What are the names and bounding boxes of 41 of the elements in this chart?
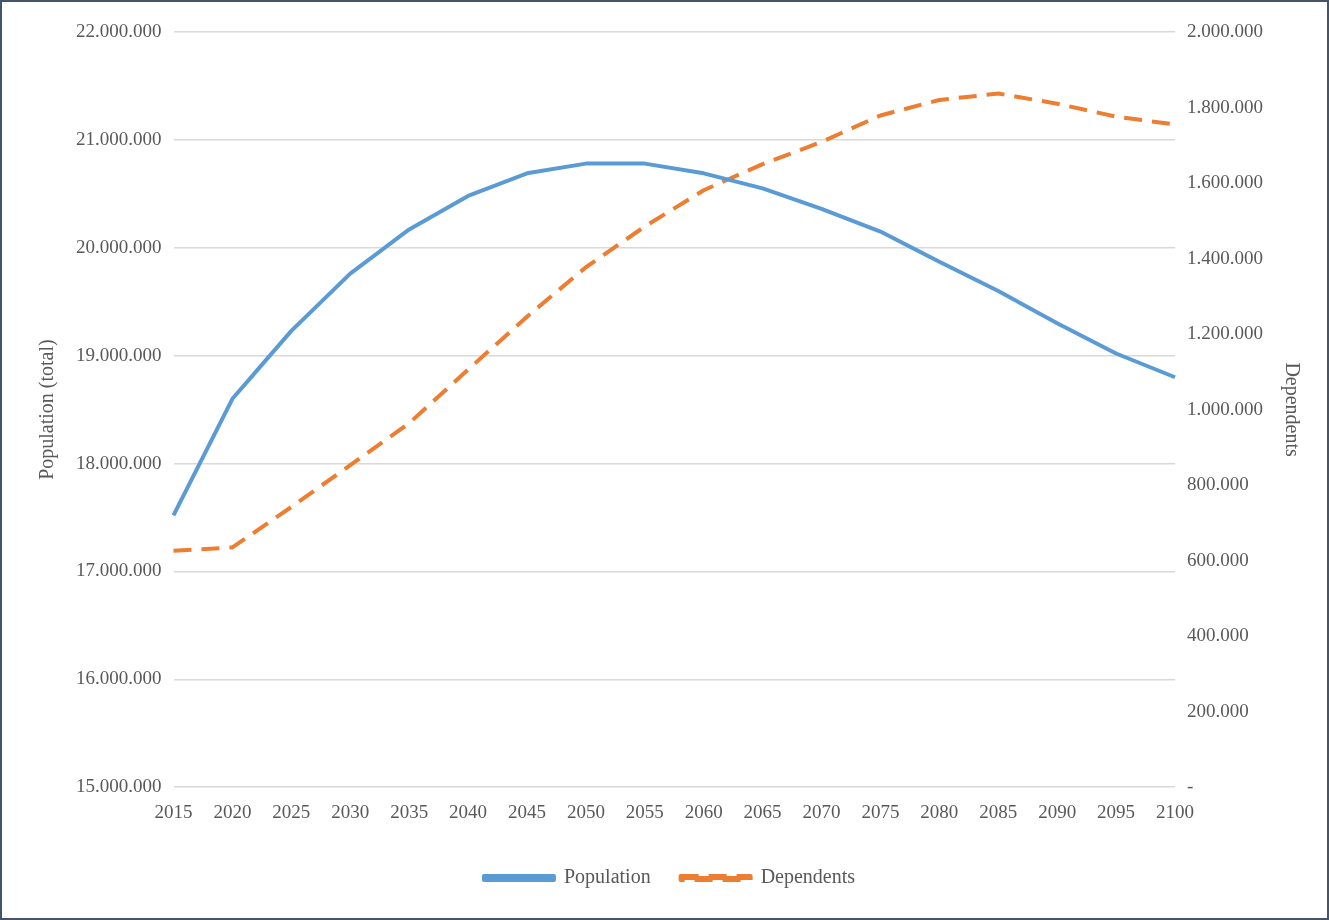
legend-label: Dependents bbox=[760, 865, 856, 889]
y2-tick-label: 400.000 bbox=[1187, 624, 1249, 646]
x-tick-label: 2025 bbox=[272, 800, 311, 822]
x-tick-label: 2055 bbox=[625, 800, 664, 822]
y2-tick-label: 600.000 bbox=[1187, 548, 1249, 570]
x-tick-label: 2015 bbox=[154, 800, 193, 822]
x-tick-label: 2075 bbox=[861, 800, 900, 822]
x-tick-label: 2020 bbox=[213, 800, 252, 822]
x-tick-label: 2045 bbox=[507, 800, 546, 822]
y2-tick-label: 1.200.000 bbox=[1187, 322, 1263, 344]
y-tick-label: 18.000.000 bbox=[76, 451, 162, 473]
x-tick-label: 2035 bbox=[390, 800, 429, 822]
y-tick-label: 16.000.000 bbox=[76, 667, 162, 689]
x-tick-label: 2030 bbox=[331, 800, 370, 822]
x-tick-label: 2040 bbox=[449, 800, 488, 822]
y-tick-label: 22.000.000 bbox=[76, 19, 162, 41]
y-tick-label: 19.000.000 bbox=[76, 343, 162, 365]
x-tick-label: 2085 bbox=[979, 800, 1018, 822]
y2-tick-label: 2.000.000 bbox=[1187, 19, 1263, 41]
y2-axis-title: Dependents bbox=[1280, 362, 1304, 458]
y2-tick-label: 800.000 bbox=[1187, 473, 1249, 495]
y-axis-title: Population (total) bbox=[35, 339, 59, 480]
x-tick-label: 2060 bbox=[684, 800, 723, 822]
y2-tick-label: 200.000 bbox=[1187, 699, 1249, 721]
y-tick-label: 20.000.000 bbox=[76, 235, 162, 257]
x-tick-label: 2080 bbox=[920, 800, 959, 822]
x-tick-label: 2090 bbox=[1038, 800, 1077, 822]
x-tick-label: 2095 bbox=[1097, 800, 1136, 822]
x-tick-label: 2070 bbox=[802, 800, 841, 822]
y2-tick-label: 1.800.000 bbox=[1187, 95, 1263, 117]
y-tick-label: 17.000.000 bbox=[76, 559, 162, 581]
y2-tick-label: 1.400.000 bbox=[1187, 246, 1263, 268]
y-tick-label: 15.000.000 bbox=[76, 775, 162, 797]
x-tick-label: 2050 bbox=[566, 800, 605, 822]
y-tick-label: 21.000.000 bbox=[76, 127, 162, 149]
x-tick-label: 2100 bbox=[1156, 800, 1194, 822]
legend-label: Population bbox=[563, 865, 651, 889]
y2-tick-label: - bbox=[1187, 775, 1194, 797]
y2-tick-label: 1.000.000 bbox=[1187, 397, 1263, 419]
y2-tick-label: 1.600.000 bbox=[1187, 171, 1263, 193]
x-tick-label: 2065 bbox=[743, 800, 782, 822]
